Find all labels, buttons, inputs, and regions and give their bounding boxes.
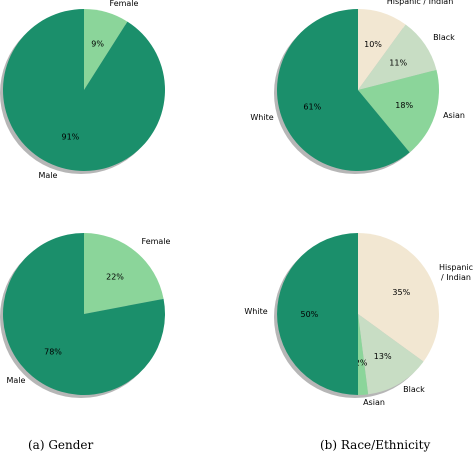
caption-gender: (a) Gender — [28, 438, 94, 452]
slice-female — [84, 9, 128, 90]
category-label-hispanic-indian: Hispanic / Indian — [439, 263, 473, 282]
pct-label-black: 13% — [374, 352, 392, 361]
category-label-white: White — [250, 113, 273, 122]
category-label-hispanic-indian: Hispanic / Indian — [387, 0, 454, 6]
pct-label-hispanic-indian: 35% — [392, 288, 410, 297]
slice-hispanic-indian — [358, 9, 406, 90]
pct-label-hispanic-indian: 10% — [364, 40, 382, 49]
category-label-asian: Asian — [443, 111, 465, 120]
slice-asian — [358, 314, 369, 395]
slice-white — [277, 233, 358, 395]
pie-chart-2: 10% Hispanic / Indian 11% Black 18% Asian 61% W… — [250, 0, 465, 174]
pct-label-male: 78% — [44, 347, 62, 356]
slice-hispanic-indian — [358, 233, 439, 362]
slice-white — [276, 8, 410, 171]
pct-label-female: 22% — [106, 273, 124, 282]
category-label-male: Male — [7, 376, 26, 385]
pct-label-black: 11% — [389, 59, 407, 68]
pct-label-white: 61% — [303, 103, 321, 112]
pct-label-male: 91% — [62, 133, 80, 142]
slice-male — [3, 233, 166, 396]
category-label-white: White — [244, 307, 267, 316]
slice-black — [358, 24, 437, 90]
slice-asian — [358, 69, 440, 153]
category-label-black: Black — [403, 385, 425, 394]
slice-black — [358, 314, 424, 395]
pct-label-asian: 18% — [395, 101, 413, 110]
slice-female — [84, 233, 164, 314]
pct-label-female: 9% — [91, 39, 104, 48]
pct-label-white: 50% — [301, 310, 319, 319]
caption-race: (b) Race/Ethnicity — [320, 438, 431, 452]
category-label-black: Black — [433, 33, 455, 42]
category-label-female: Female — [110, 0, 139, 8]
slice-male — [2, 8, 165, 172]
pie-chart-1: 9% Female 91% Male — [0, 0, 165, 180]
category-label-asian: Asian — [363, 398, 385, 407]
pie-chart-4: 35% Hispanic / Indian 13% Black 2% Asian 50% Whi… — [244, 233, 473, 407]
category-label-male: Male — [39, 171, 58, 180]
category-label-female: Female — [142, 237, 171, 246]
pct-label-asian: 2% — [355, 359, 368, 368]
pie-chart-3: 22% Female 78% Male — [0, 233, 171, 398]
